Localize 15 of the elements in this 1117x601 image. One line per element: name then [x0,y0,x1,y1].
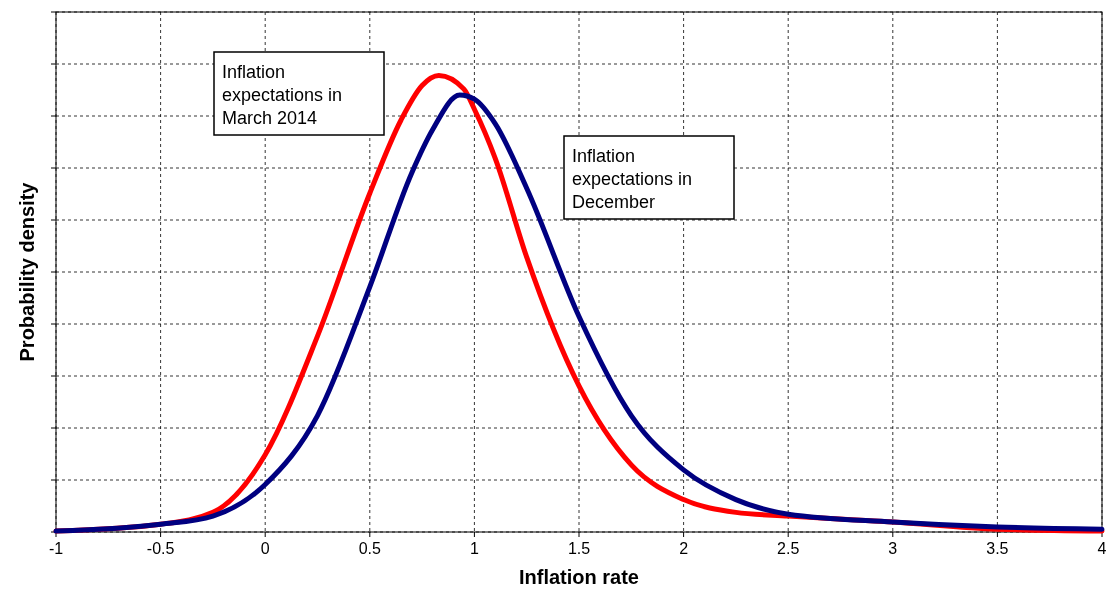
text: Inflation expectations in March 2014 [222,62,343,128]
y-axis-title: Probability density [16,181,38,362]
x-tick-label: 3.5 [986,540,1009,557]
x-tick-label: 1.5 [567,540,591,557]
x-tick-label: 3 [888,540,898,557]
x-tick-label: 1 [469,540,479,557]
series-label: Inflation expectations in December [572,146,693,212]
x-tick-label: 0 [260,540,270,557]
x-tick-label: -1 [48,540,64,557]
x-axis-title: Inflation rate [518,566,640,588]
x-tick-label: -0.5 [146,540,175,557]
x-tick-label: 0.5 [358,540,382,557]
x-tick-label: 2 [679,540,689,557]
x-tick-label: 4 [1097,540,1107,557]
x-tick-label: 2.5 [777,540,800,557]
